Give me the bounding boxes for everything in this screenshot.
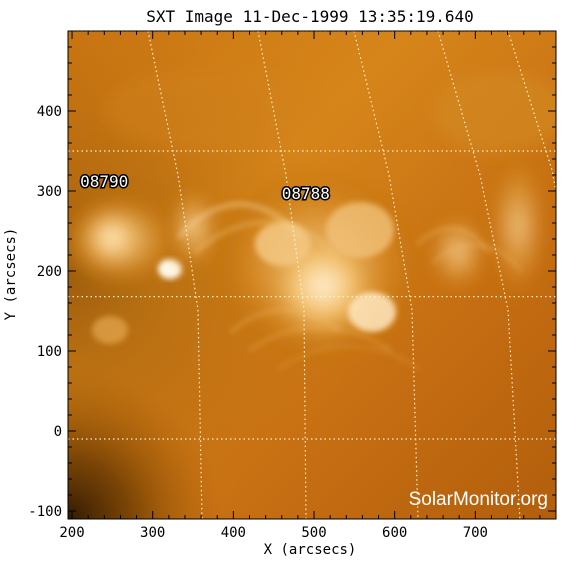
grid-longitude-line	[257, 31, 307, 519]
x-tick-label: 700	[463, 525, 488, 541]
x-tick-label: 400	[221, 525, 246, 541]
heliographic-grid	[68, 31, 556, 519]
annotation-layer: 08790 08788	[79, 171, 332, 205]
y-tick-label: 400	[37, 104, 62, 120]
y-tick-label: -100	[28, 504, 62, 520]
x-tick-label: 500	[301, 525, 326, 541]
y-tick-label: 300	[37, 184, 62, 200]
central-knot-2	[326, 202, 394, 258]
upper-left-diffuse-region	[104, 68, 324, 152]
loop-5	[278, 344, 420, 370]
active-region-label: 08790	[80, 172, 128, 191]
upper-right-diffuse-region	[432, 72, 556, 152]
right-loop-glow	[428, 212, 488, 292]
coronal-loops	[177, 201, 522, 370]
loop-3	[230, 308, 340, 334]
loop-4	[248, 325, 392, 352]
far-right-glow	[490, 154, 546, 298]
central-knot-3	[348, 292, 396, 332]
chart-title: SXT Image 11-Dec-1999 13:35:19.640	[146, 7, 474, 26]
plot-frame	[67, 30, 557, 520]
active-region-label: 08788	[282, 184, 330, 203]
x-tick-label: 300	[140, 525, 165, 541]
x-tick-label: 200	[59, 525, 84, 541]
x-axis-label: X (arcsecs)	[264, 542, 357, 558]
solar-image-panel	[68, 31, 556, 519]
hot-point	[158, 259, 182, 279]
axis-layer: 200 300 400 500 600 700 -100 0 100 200 300 400	[28, 31, 556, 541]
loop-2	[194, 220, 340, 262]
left-loop-glow	[168, 186, 220, 270]
y-tick-label: 200	[37, 264, 62, 280]
grid-longitude-line	[353, 31, 419, 519]
x-tick-label: 600	[382, 525, 407, 541]
y-tick-label: 0	[54, 424, 62, 440]
loop-6	[416, 227, 490, 254]
y-axis-label: Y (arcsecs)	[3, 228, 19, 321]
y-tick-label: 100	[37, 344, 62, 360]
grid-longitude-line	[507, 31, 556, 195]
left-bright-core	[82, 210, 142, 266]
watermark: SolarMonitor.org	[409, 489, 548, 510]
small-left-feature	[92, 316, 128, 344]
loop-7	[432, 243, 522, 272]
